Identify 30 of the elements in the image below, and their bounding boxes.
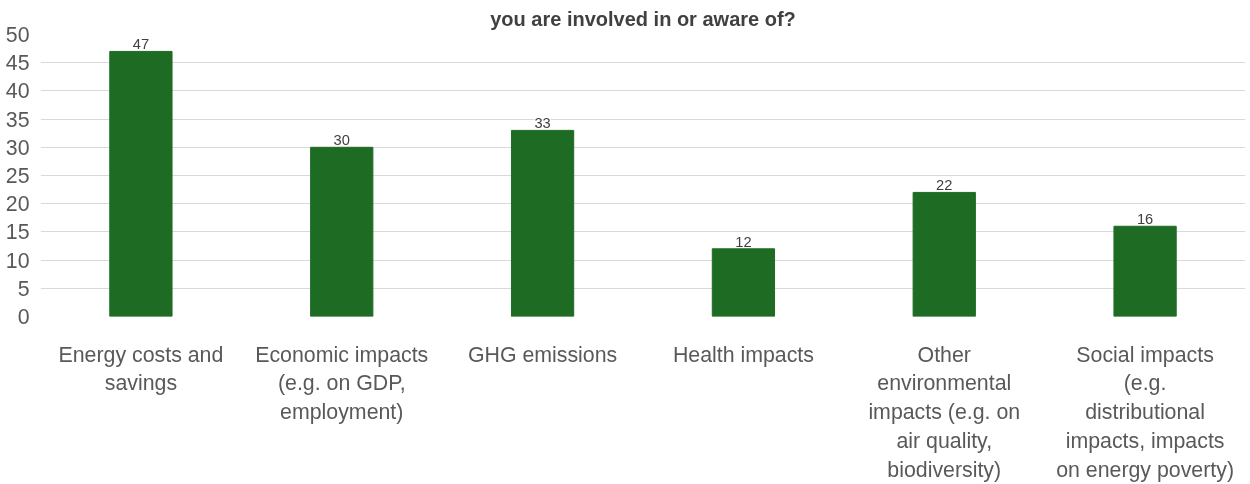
- bar: [310, 146, 374, 317]
- chart-title: you are involved in or aware of?: [490, 7, 796, 30]
- y-tick-label: 25: [5, 164, 30, 188]
- y-tick-label: 0: [17, 305, 30, 329]
- y-tick-label: 20: [5, 192, 30, 217]
- y-tick-label: 50: [5, 23, 30, 47]
- y-tick-label: 30: [5, 135, 30, 160]
- bar: [912, 191, 976, 317]
- x-tick-label: Economic impacts (e.g. on GDP, employment): [255, 342, 429, 425]
- data-label: 30: [333, 132, 350, 149]
- y-tick-label: 10: [5, 248, 30, 273]
- data-label: 47: [132, 36, 150, 53]
- x-tick-label: GHG emissions: [467, 342, 618, 367]
- y-tick-label: 5: [17, 276, 30, 301]
- bar: [711, 248, 776, 317]
- data-label: 33: [534, 115, 551, 132]
- data-label: 16: [1136, 211, 1154, 228]
- x-tick-label: Energy costs and savings: [58, 342, 224, 396]
- y-tick-label: 35: [5, 107, 30, 132]
- y-tick-label: 45: [5, 51, 30, 76]
- data-label: 12: [735, 233, 752, 250]
- x-tick-label: Social impacts (e.g. distributional impacts, impacts on energy poverty): [1056, 342, 1235, 482]
- x-tick-label: Health impacts: [672, 342, 814, 367]
- bar: [510, 129, 575, 317]
- bar: [109, 50, 173, 317]
- y-tick-label: 15: [5, 220, 30, 245]
- x-tick-label: Other environmental impacts (e.g. on air quality, biodiversity): [868, 342, 1021, 482]
- y-tick-label: 40: [5, 79, 30, 104]
- data-label: 22: [936, 177, 953, 194]
- bar: [1113, 225, 1177, 317]
